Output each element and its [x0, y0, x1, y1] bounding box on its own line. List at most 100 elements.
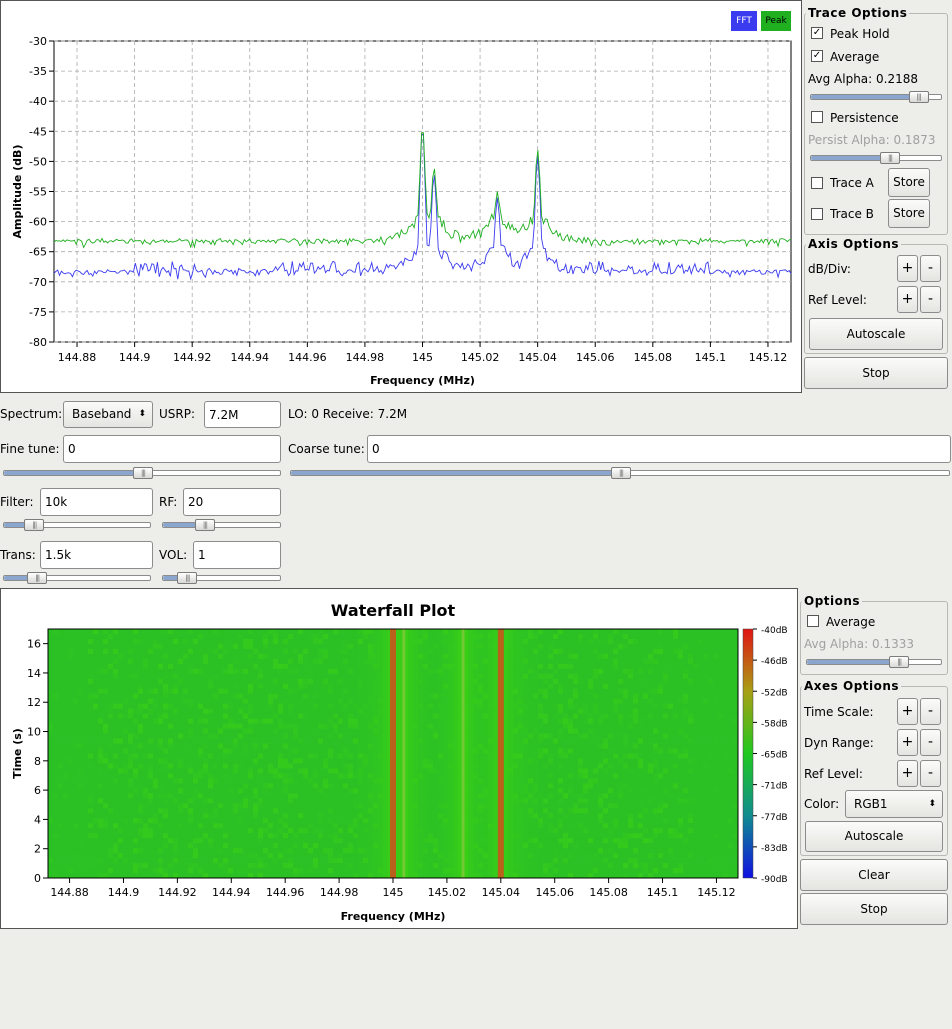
- x-tick-label: 145.12: [697, 886, 736, 899]
- y-tick-label: -30: [29, 35, 47, 48]
- ref-level-plus-button[interactable]: +: [897, 286, 918, 313]
- peak-hold-checkbox[interactable]: ✓: [811, 27, 823, 39]
- signal-trace: [402, 629, 406, 878]
- avg-alpha-slider[interactable]: |||: [810, 91, 942, 103]
- wf-stop-button[interactable]: Stop: [800, 893, 948, 925]
- spectrum-select-value: Baseband: [72, 407, 132, 421]
- slider-handle[interactable]: |||: [889, 656, 910, 668]
- y-tick-label: -40: [29, 95, 47, 108]
- time-scale-plus-button[interactable]: +: [897, 698, 918, 725]
- x-tick-label: 145.08: [634, 351, 673, 364]
- trace-a-label: Trace A: [830, 176, 874, 190]
- colorbar-tick-label: -83dB: [761, 844, 788, 854]
- spectrum-select[interactable]: Baseband ⬍: [63, 401, 153, 428]
- usrp-input[interactable]: 7.2M: [204, 401, 281, 428]
- color-select-value: RGB1: [854, 797, 888, 811]
- signal-trace: [461, 629, 465, 878]
- slider-handle[interactable]: |||: [27, 572, 48, 584]
- y-tick-label: -55: [29, 186, 47, 199]
- autoscale-button[interactable]: Autoscale: [809, 318, 943, 350]
- db-div-minus-button[interactable]: -: [920, 255, 941, 282]
- spectrum-label: Spectrum:: [0, 407, 63, 421]
- slider-handle[interactable]: |||: [177, 572, 198, 584]
- wf-ref-level-label: Ref Level:: [804, 767, 863, 781]
- trace-b-checkbox[interactable]: [811, 208, 823, 220]
- x-tick-label: 144.9: [108, 886, 140, 899]
- filter-input[interactable]: 10k: [40, 488, 153, 516]
- series-line-peak: [53, 132, 792, 249]
- y-tick-label: -70: [29, 276, 47, 289]
- waterfall-title: Waterfall Plot: [331, 601, 456, 620]
- rf-slider[interactable]: |||: [162, 519, 281, 531]
- x-tick-label: 145.06: [535, 886, 574, 899]
- x-tick-label: 145.04: [482, 886, 521, 899]
- slider-handle[interactable]: |||: [194, 519, 215, 531]
- persistence-checkbox[interactable]: [811, 111, 823, 123]
- slider-handle[interactable]: |||: [908, 91, 929, 103]
- x-axis-title: Frequency (MHz): [341, 910, 446, 923]
- usrp-label: USRP:: [159, 407, 196, 421]
- wf-ref-level-plus-button[interactable]: +: [897, 760, 918, 787]
- x-tick-label: 144.92: [173, 351, 212, 364]
- rf-input[interactable]: 20: [183, 488, 281, 516]
- trace-b-label: Trace B: [830, 207, 874, 221]
- wf-average-checkbox[interactable]: [807, 615, 819, 627]
- color-select[interactable]: RGB1 ⬍: [845, 790, 943, 818]
- x-tick-label: 145.02: [461, 351, 500, 364]
- slider-handle[interactable]: |||: [24, 519, 45, 531]
- spectrum-plot-panel: FFT Peak -30 -35 -40 -45 -50 -55 -60 -65 -70 -75-…: [0, 0, 802, 393]
- trans-label: Trans:: [0, 548, 36, 562]
- db-div-plus-button[interactable]: +: [897, 255, 918, 282]
- y-tick-label: 2: [34, 843, 41, 856]
- wf-options-title: Options: [802, 594, 863, 608]
- x-tick-label: 145.04: [518, 351, 557, 364]
- average-checkbox[interactable]: ✓: [811, 50, 823, 62]
- trace-a-checkbox[interactable]: [811, 177, 823, 189]
- colorbar-tick-label: -71dB: [761, 782, 788, 792]
- wf-avg-alpha-slider[interactable]: |||: [806, 656, 942, 668]
- slider-handle[interactable]: |||: [133, 467, 153, 479]
- coarse-tune-slider[interactable]: |||: [290, 467, 950, 479]
- trans-slider[interactable]: |||: [3, 572, 151, 584]
- fine-tune-input[interactable]: 0: [63, 435, 281, 463]
- y-tick-label: -45: [29, 125, 47, 138]
- color-label: Color:: [804, 797, 840, 811]
- wf-ref-level-minus-button[interactable]: -: [920, 760, 941, 787]
- dyn-range-plus-button[interactable]: +: [897, 729, 918, 756]
- x-tick-label: 144.9: [119, 351, 151, 364]
- colorbar-tick-label: -65dB: [761, 751, 788, 761]
- colorbar: [742, 628, 754, 879]
- colorbar-tick-label: -58dB: [761, 719, 788, 729]
- slider-handle[interactable]: |||: [611, 467, 631, 479]
- x-tick-label: 144.96: [266, 886, 305, 899]
- wf-avg-alpha-label: Avg Alpha: 0.1333: [804, 637, 915, 651]
- time-scale-minus-button[interactable]: -: [920, 698, 941, 725]
- persistence-label: Persistence: [830, 111, 899, 125]
- trans-input[interactable]: 1.5k: [40, 541, 153, 569]
- fine-tune-slider[interactable]: |||: [3, 467, 281, 479]
- ref-level-minus-button[interactable]: -: [920, 286, 941, 313]
- dyn-range-minus-button[interactable]: -: [920, 729, 941, 756]
- x-tick-label: 145.02: [428, 886, 467, 899]
- colorbar-tick-label: -46dB: [761, 657, 788, 667]
- y-tick-label: 10: [27, 726, 41, 739]
- y-axis-title: Amplitude (dB): [11, 145, 24, 239]
- store-trace-b-button[interactable]: Store: [888, 199, 930, 228]
- x-tick-label: 145.08: [589, 886, 628, 899]
- vol-input[interactable]: 1: [193, 541, 281, 569]
- y-tick-label: -65: [29, 246, 47, 259]
- avg-alpha-label: Avg Alpha: 0.2188: [808, 72, 919, 86]
- wf-autoscale-button[interactable]: Autoscale: [805, 821, 943, 852]
- average-label: Average: [830, 50, 880, 64]
- coarse-tune-input[interactable]: 0: [367, 435, 951, 463]
- stop-button[interactable]: Stop: [804, 357, 948, 389]
- heatmap-cells: [48, 629, 739, 879]
- clear-button[interactable]: Clear: [800, 859, 948, 891]
- vol-slider[interactable]: |||: [162, 572, 281, 584]
- persist-alpha-slider[interactable]: |||: [810, 152, 942, 164]
- x-tick-label: 145: [412, 351, 433, 364]
- slider-handle[interactable]: |||: [880, 152, 900, 164]
- store-trace-a-button[interactable]: Store: [888, 168, 930, 197]
- filter-slider[interactable]: |||: [3, 519, 151, 531]
- signal-trace: [390, 629, 396, 878]
